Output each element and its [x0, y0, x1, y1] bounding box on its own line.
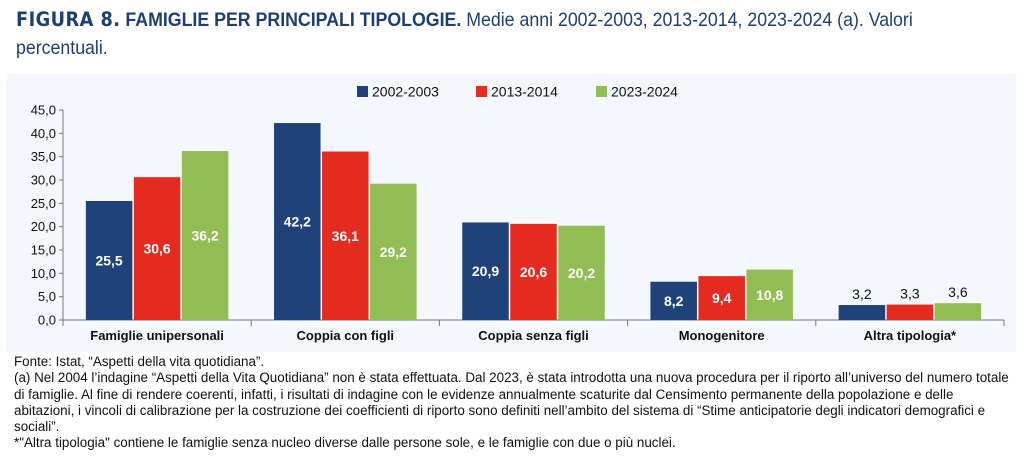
data-label: 30,6 [143, 241, 170, 257]
legend-swatch [476, 86, 487, 97]
legend-label: 2023-2024 [611, 84, 678, 100]
bar [934, 303, 982, 320]
data-label: 8,2 [664, 293, 684, 309]
bar [370, 183, 417, 320]
bar [322, 151, 369, 320]
legend-swatch [596, 86, 607, 97]
notes: Fonte: Istat, “Aspetti della vita quotid… [14, 354, 1014, 452]
bar [698, 276, 745, 320]
y-tick-label: 35,0 [31, 149, 56, 164]
bar [650, 281, 697, 320]
data-label: 36,2 [191, 228, 218, 244]
footnote-star: *"Altra tipologia" contiene le famiglie … [14, 435, 676, 451]
bar [462, 222, 509, 320]
x-tick-label: Coppia senza figli [478, 328, 589, 343]
y-tick-label: 40,0 [31, 126, 56, 141]
chart-panel: 0,0 5,0 10,0 15,0 20,0 25,0 30,0 35,0 40,0 45,0 Fa… [6, 74, 1016, 352]
y-tick-label: 5,0 [38, 289, 56, 304]
bar-chart: 0,0 5,0 10,0 15,0 20,0 25,0 30,0 35,0 40,0 45,0 Fa… [31, 84, 1005, 343]
data-label: 3,6 [948, 284, 968, 300]
data-label: 20,9 [472, 263, 499, 279]
bar [746, 269, 793, 320]
bar [133, 177, 181, 320]
bar [274, 123, 321, 320]
legend-swatch [357, 86, 368, 97]
figure-label: FIGURA 8. [16, 8, 121, 31]
data-label: 20,2 [568, 265, 595, 281]
data-label: 42,2 [284, 214, 311, 230]
footnote-a: (a) Nel 2004 l’indagine “Aspetti della V… [14, 370, 1009, 435]
figure-subtitle: Medie anni 2002-2003, 2013-2014, 2023-20… [16, 9, 913, 59]
bar [838, 305, 886, 320]
data-label: 36,1 [332, 228, 359, 244]
x-tick-label: Altra tipologia* [864, 328, 957, 343]
x-tick-label: Famiglie unipersonali [90, 328, 224, 343]
data-label: 10,8 [756, 287, 783, 303]
data-label: 29,2 [380, 244, 407, 260]
bar [85, 201, 133, 320]
y-tick-label: 0,0 [38, 313, 56, 328]
bar [558, 225, 605, 320]
data-label: 20,6 [520, 264, 547, 280]
y-tick-label: 25,0 [31, 196, 56, 211]
bar [181, 151, 229, 320]
legend-label: 2013-2014 [491, 84, 558, 100]
y-tick-label: 15,0 [31, 243, 56, 258]
x-tick-label: Monogenitore [679, 328, 765, 343]
y-tick-label: 45,0 [31, 103, 56, 118]
data-label: 25,5 [95, 253, 122, 269]
figure-title: FIGURA 8. FAMIGLIE PER PRINCIPALI TIPOLO… [16, 6, 922, 62]
data-label: 3,2 [852, 286, 872, 302]
y-tick-label: 20,0 [31, 219, 56, 234]
legend-label: 2002-2003 [372, 84, 439, 100]
bar [886, 304, 934, 320]
data-label: 9,4 [712, 290, 732, 306]
figure-heading: FAMIGLIE PER PRINCIPALI TIPOLOGIE. [125, 9, 462, 31]
data-label: 3,3 [900, 286, 920, 302]
y-tick-label: 10,0 [31, 266, 56, 281]
bar [510, 223, 557, 320]
x-tick-label: Coppia con figli [297, 328, 395, 343]
source-note: Fonte: Istat, “Aspetti della vita quotid… [14, 354, 265, 369]
y-tick-label: 30,0 [31, 173, 56, 188]
